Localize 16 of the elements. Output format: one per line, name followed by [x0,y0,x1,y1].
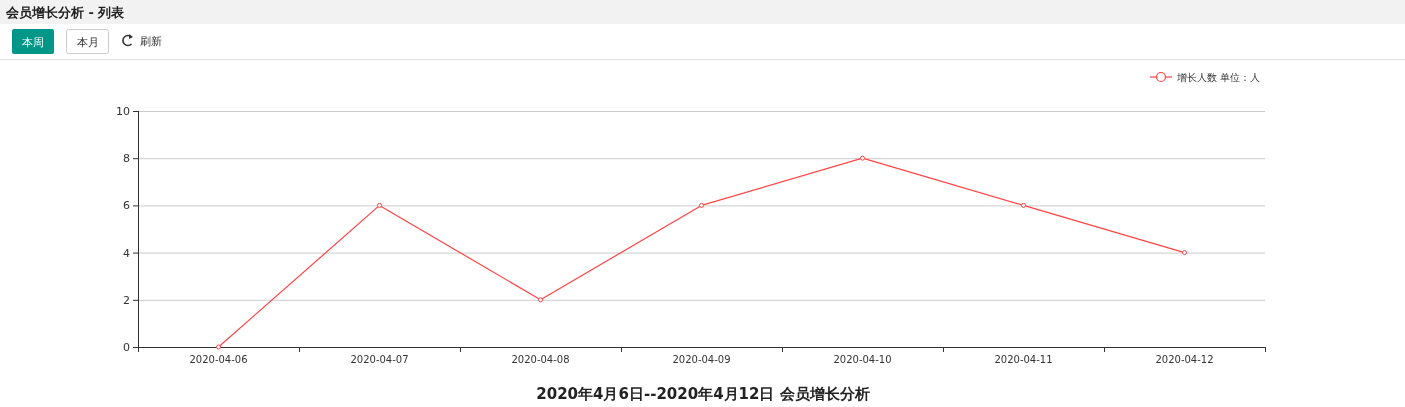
y-tick-label: 4 [123,246,130,260]
x-tick-label: 2020-04-07 [350,354,409,365]
y-tick-label: 0 [123,341,130,354]
x-tick-label: 2020-04-09 [672,354,731,365]
y-tick-label: 8 [123,152,130,166]
y-tick-label: 10 [116,105,130,118]
x-tick-label: 2020-04-08 [511,354,570,365]
x-tick-label: 2020-04-12 [1155,354,1214,365]
x-tick-label: 2020-04-10 [833,354,892,365]
legend-label: 增长人数 单位：人 [1176,72,1261,83]
y-tick-label: 2 [123,293,130,307]
y-tick-label: 6 [123,199,130,213]
text: 2020年4月6日--2020年4月12日 会员增长分析 [536,385,870,403]
page-header: 会员增长分析 - 列表 本周 本月 刷新 [0,0,1405,60]
x-tick-label: 2020-04-06 [189,354,248,365]
x-tick-label: 2020-04-11 [994,354,1053,365]
